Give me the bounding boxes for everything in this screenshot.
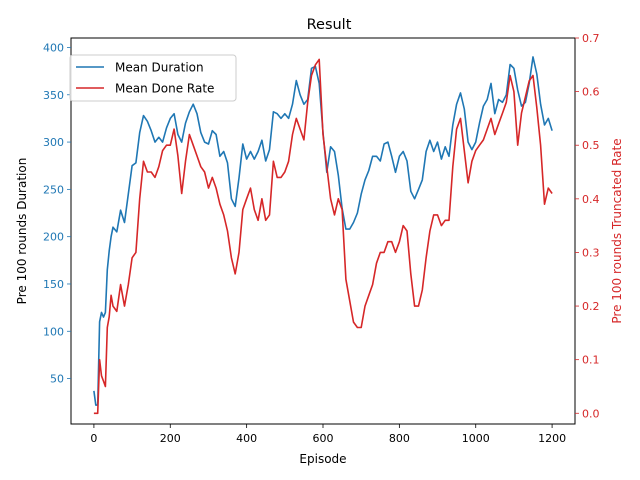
y-right-tick-label: 0.3 <box>582 246 600 259</box>
y-right-tick-label: 0.1 <box>582 354 600 367</box>
y-right-tick-label: 0.4 <box>582 193 600 206</box>
legend-label-mean-duration: Mean Duration <box>115 61 204 75</box>
series-line-mean-done-rate <box>93 58 553 415</box>
y-left-tick-label: 200 <box>43 231 64 244</box>
y-right-tick-label: 0.2 <box>582 300 600 313</box>
series-line-mean-duration <box>93 56 553 406</box>
legend-label-mean-done-rate: Mean Done Rate <box>115 82 214 96</box>
y-axis-left-label: Pre 100 rounds Duration <box>15 158 29 305</box>
x-tick-label: 600 <box>313 432 334 445</box>
legend: Mean Duration Mean Done Rate <box>69 54 237 102</box>
chart-title: Result <box>307 17 352 33</box>
x-axis-label: Episode <box>299 452 346 466</box>
y-right-tick-label: 0.5 <box>582 139 600 152</box>
y-left-tick-label: 400 <box>43 41 64 54</box>
plot-area <box>93 56 553 415</box>
x-tick-label: 0 <box>90 432 97 445</box>
legend-box <box>69 54 237 102</box>
y-left-tick-label: 300 <box>43 136 64 149</box>
y-right-tick-label: 0.7 <box>582 32 600 45</box>
y-left-tick-label: 350 <box>43 89 64 102</box>
y-right-tick-label: 0.0 <box>582 407 600 420</box>
y-left-tick-label: 50 <box>50 373 64 386</box>
y-left-tick-label: 250 <box>43 183 64 196</box>
axes: 0 200 400 600 800 1000 1200 50 100 150 200 250 300 35… <box>43 32 600 445</box>
x-tick-label: 1200 <box>538 432 566 445</box>
y-left-tick-label: 100 <box>43 325 64 338</box>
y-left-tick-label: 150 <box>43 278 64 291</box>
x-tick-label: 800 <box>389 432 410 445</box>
x-tick-label: 400 <box>236 432 257 445</box>
x-tick-label: 200 <box>160 432 181 445</box>
y-right-tick-label: 0.6 <box>582 86 600 99</box>
y-axis-right-label: Pre 100 rounds Truncated Rate <box>610 138 624 323</box>
x-tick-label: 1000 <box>462 432 490 445</box>
